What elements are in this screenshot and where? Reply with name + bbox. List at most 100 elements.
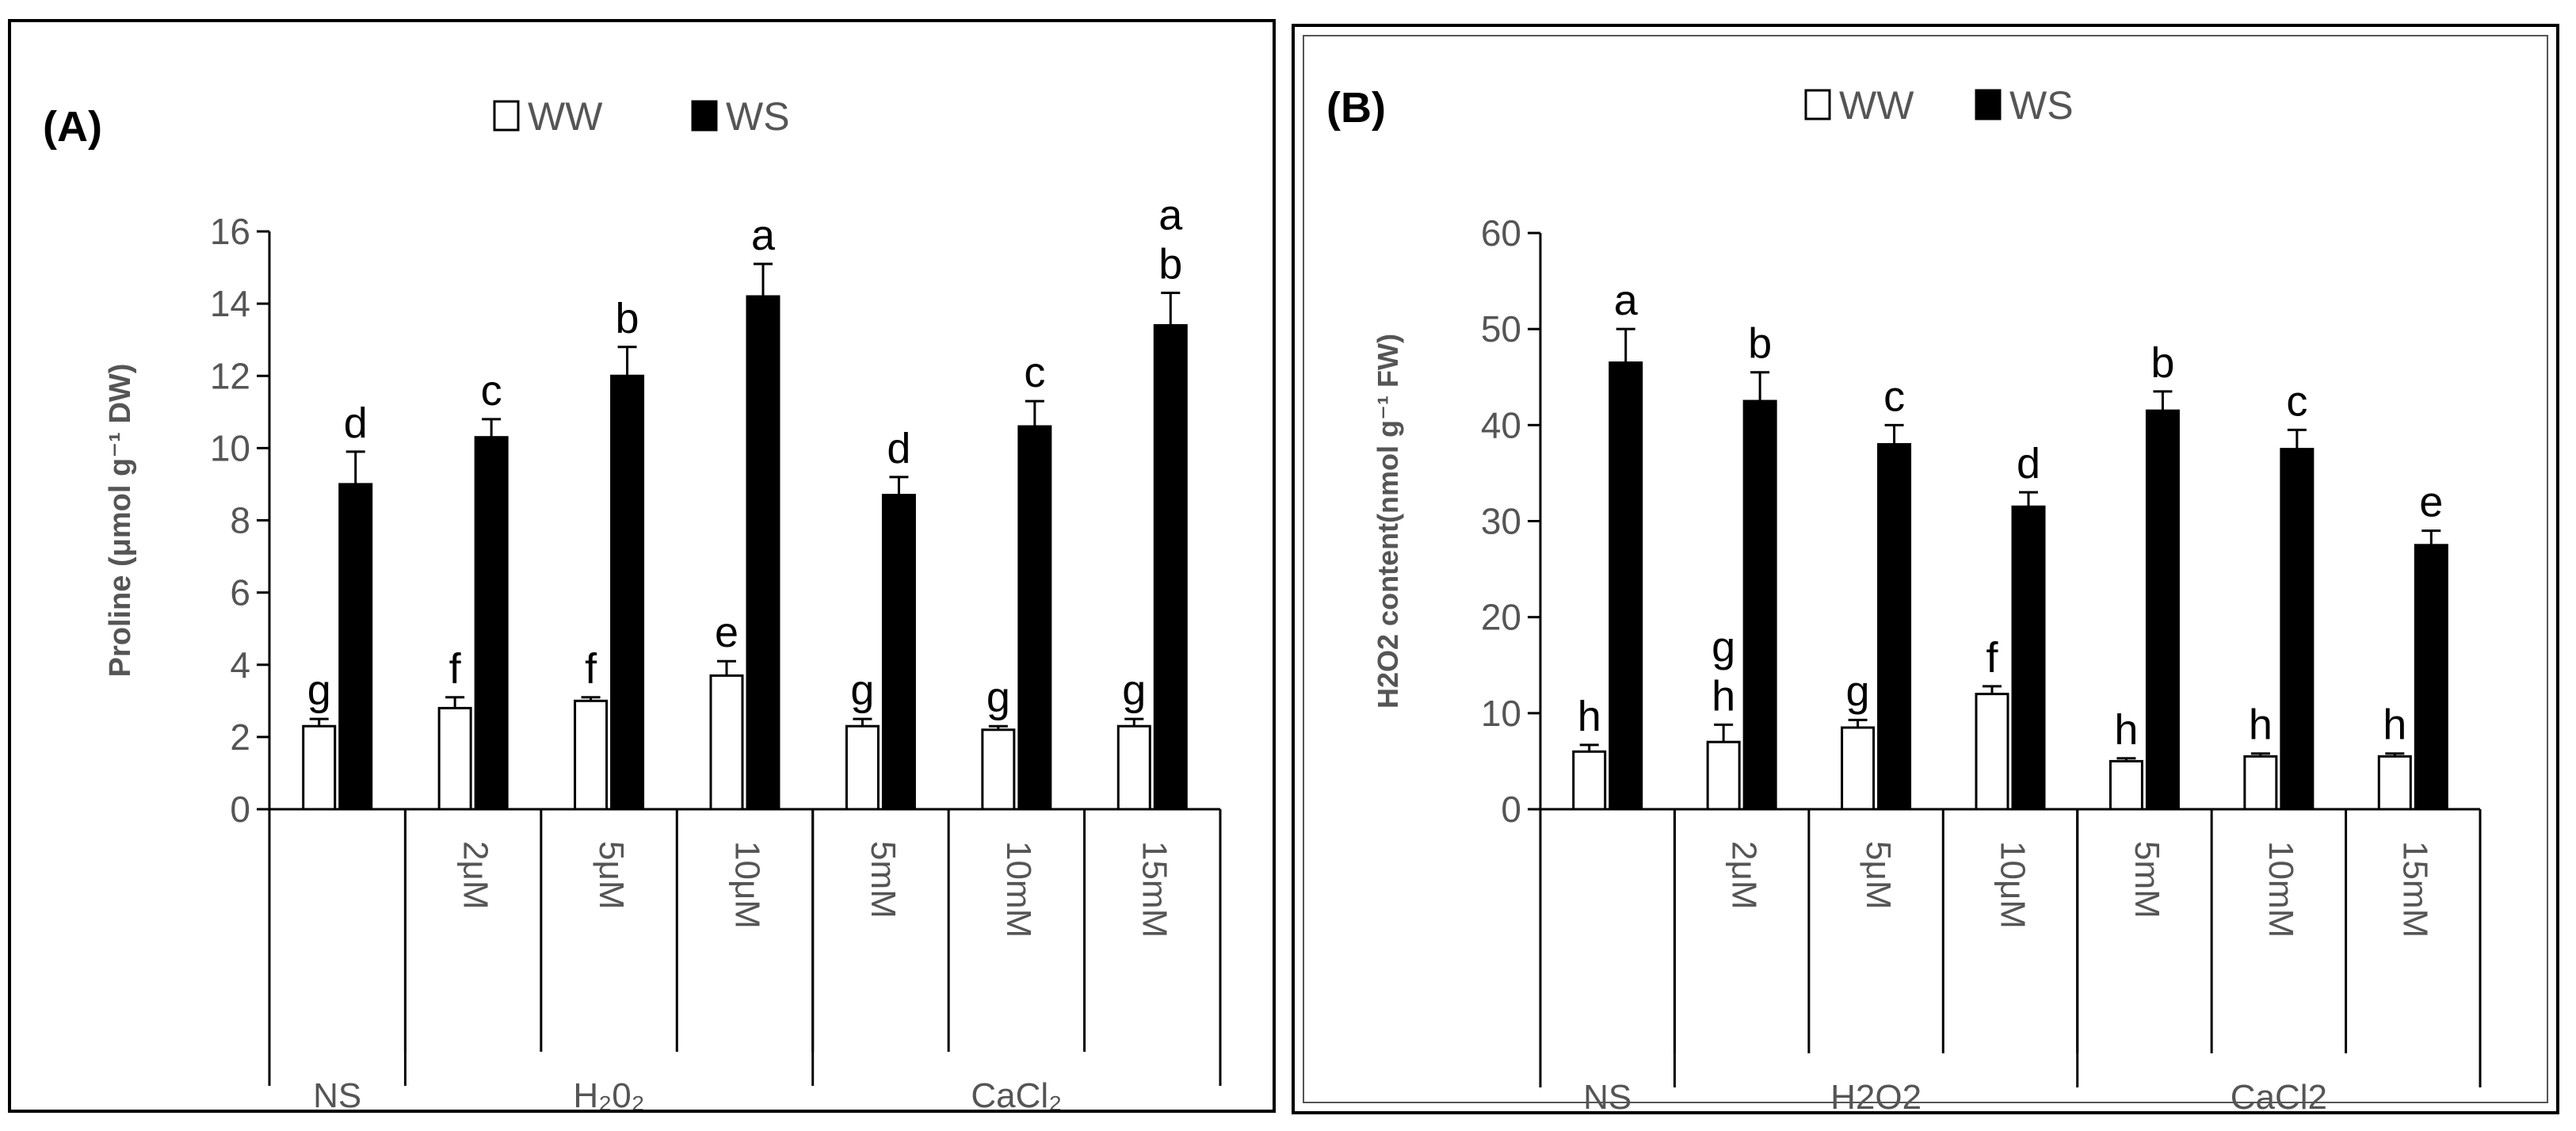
significance-letter: f <box>449 645 462 693</box>
bar-ws <box>2414 544 2448 811</box>
significance-letter: e <box>2419 479 2443 526</box>
group-label: H2O2 <box>1830 1078 1922 1111</box>
y-tick-label: 50 <box>1481 308 1521 350</box>
panel-label: (B) <box>1326 84 1386 132</box>
bar-ww <box>1572 750 1607 811</box>
category-label: 2μM <box>456 841 495 909</box>
significance-letter: f <box>585 645 597 693</box>
chart-b: (B) WW WS 0 10 20 30 40 50 60 H2O2 content(nmol g⁻… <box>1326 83 2482 1111</box>
category-label: 5mM <box>2128 841 2166 919</box>
bar-ww <box>1975 693 2009 811</box>
y-tick-label: 16 <box>210 211 250 252</box>
category-label: 15mM <box>2396 841 2435 938</box>
bar-ws <box>1609 361 1643 811</box>
significance-letter: f <box>1986 634 1998 682</box>
significance-letter: d <box>887 425 910 472</box>
category-label: 10μM <box>727 841 766 929</box>
category-label: 5μM <box>592 841 631 909</box>
significance-letter: c <box>1883 373 1905 420</box>
bar-ww <box>2243 755 2278 811</box>
y-tick-label: 20 <box>1481 597 1521 638</box>
panel-label: (A) <box>43 103 102 151</box>
group-label: NS <box>1583 1078 1631 1111</box>
y-tick-label: 40 <box>1481 404 1521 445</box>
legend-label-ws: WS <box>2009 83 2074 128</box>
bar-ws <box>1017 425 1052 811</box>
significance-letter: b <box>2150 339 2174 387</box>
bar-ws <box>2145 409 2180 811</box>
y-tick-label: 12 <box>210 355 250 396</box>
legend-label-ww: WW <box>528 94 603 139</box>
legend-label-ww: WW <box>1839 83 1914 128</box>
category-label: 5μM <box>1859 841 1898 909</box>
bar-ws <box>338 483 373 811</box>
significance-letter: c <box>2286 377 2307 425</box>
significance-letter: e <box>715 609 738 656</box>
y-tick-label: 30 <box>1481 501 1521 542</box>
significance-letter: b <box>616 295 639 342</box>
significance-letter: g <box>1712 623 1735 671</box>
y-tick-label: 14 <box>210 283 250 324</box>
significance-letter: h <box>2114 706 2138 754</box>
bar-ww <box>574 699 609 811</box>
bar-ww <box>709 674 744 811</box>
bar-ws <box>474 436 509 811</box>
group-label: NS <box>313 1076 361 1110</box>
chart-a: (A) WW WS 0 2 4 6 8 10 12 14 16 Proline (μmol g⁻¹ DW… <box>43 94 1222 1110</box>
legend-swatch-ws <box>691 100 718 132</box>
category-label: 10mM <box>2261 841 2300 938</box>
y-tick-label: 2 <box>230 716 250 758</box>
y-tick-label: 10 <box>210 427 250 468</box>
significance-letter: h <box>1712 672 1735 720</box>
significance-letter: h <box>1578 693 1601 740</box>
significance-letter: d <box>2017 440 2040 487</box>
bar-ws <box>1153 323 1188 811</box>
legend-swatch-ww <box>1804 89 1831 120</box>
category-label: 5mM <box>864 841 903 919</box>
category-label: 10μM <box>1993 841 2032 929</box>
y-axis-label: Proline (μmol g⁻¹ DW) <box>104 364 137 678</box>
y-tick-label: 0 <box>1501 789 1521 830</box>
significance-letter: a <box>1614 277 1639 324</box>
significance-letter: h <box>2249 701 2273 749</box>
y-tick-label: 8 <box>230 500 250 541</box>
bar-ww <box>1116 724 1151 811</box>
y-axis-label: H2O2 content(nmol g⁻¹ FW) <box>1372 334 1404 709</box>
significance-letter: h <box>2383 701 2406 749</box>
bar-ws <box>881 494 916 811</box>
y-tick-label: 4 <box>230 644 250 686</box>
bar-ws <box>610 374 645 811</box>
significance-letter: c <box>481 367 502 415</box>
bar-ww <box>302 724 337 811</box>
bar-ww <box>437 706 472 811</box>
y-tick-label: 6 <box>230 572 250 613</box>
y-tick-label: 60 <box>1481 212 1521 254</box>
group-label: H₂0₂ <box>573 1076 644 1110</box>
significance-letter: b <box>1158 240 1182 288</box>
group-label: CaCl₂ <box>971 1076 1062 1110</box>
significance-letter: a <box>751 212 776 259</box>
bar-ww <box>2377 755 2412 811</box>
bar-ws <box>1877 443 1912 811</box>
panel-b: (B) WW WS 0 10 20 30 40 50 60 H2O2 content(nmol g⁻… <box>1292 24 2559 1114</box>
significance-letter: a <box>1158 191 1183 239</box>
legend-swatch-ws <box>1975 89 2002 120</box>
panel-a: (A) WW WS 0 2 4 6 8 10 12 14 16 Proline (μmol g⁻¹ DW… <box>8 19 1276 1113</box>
category-label: 2μM <box>1725 841 1764 909</box>
significance-letter: g <box>1846 667 1870 715</box>
bar-ww <box>981 728 1016 811</box>
category-label: 15mM <box>1135 841 1174 938</box>
bar-ws <box>2011 505 2046 811</box>
legend-label-ws: WS <box>726 94 790 139</box>
significance-letter: d <box>344 399 368 447</box>
bar-ww <box>2109 759 2143 811</box>
y-tick-label: 10 <box>1481 693 1521 734</box>
significance-letter: c <box>1024 349 1045 396</box>
bar-ws <box>1742 399 1777 811</box>
panel-b-inner-border <box>1303 35 2548 1103</box>
significance-letter: g <box>987 674 1010 721</box>
y-tick-label: 0 <box>230 789 250 830</box>
bar-ww <box>1841 726 1876 811</box>
bar-ws <box>746 295 780 811</box>
significance-letter: g <box>1122 667 1146 714</box>
